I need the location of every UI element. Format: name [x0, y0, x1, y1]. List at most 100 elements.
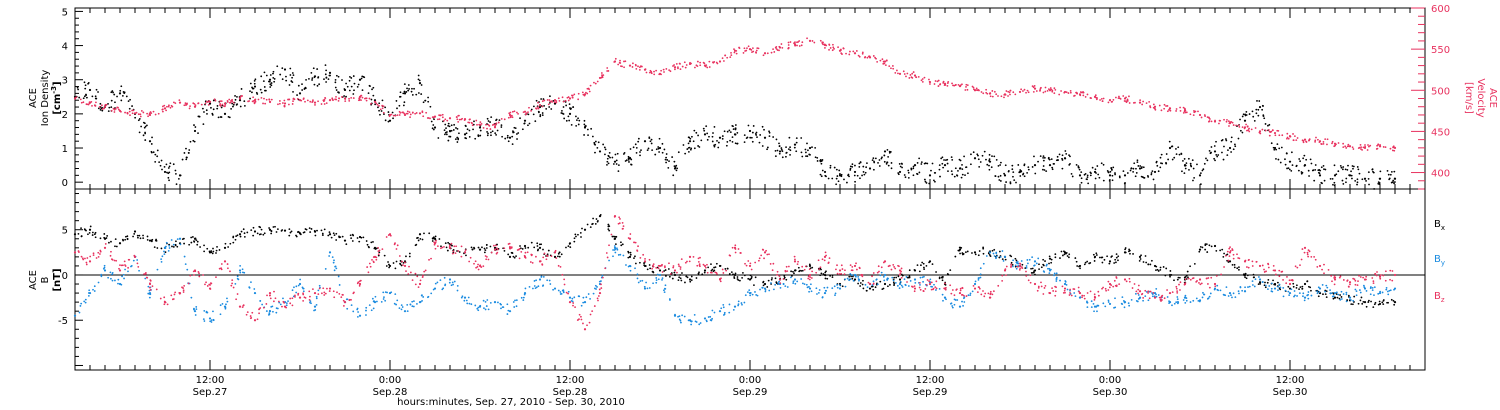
density-point: [561, 109, 563, 112]
bx-point: [771, 277, 773, 279]
density-point: [1273, 146, 1277, 150]
density-point: [232, 103, 235, 106]
by-point: [275, 311, 278, 314]
by-point: [1012, 259, 1014, 262]
density-point: [1378, 177, 1382, 180]
by-point: [985, 255, 988, 257]
density-point: [597, 141, 600, 144]
bx-point: [288, 228, 291, 231]
by-point: [114, 279, 116, 282]
density-point: [118, 92, 122, 95]
bx-point: [1014, 265, 1017, 268]
velocity-point: [1230, 121, 1233, 123]
density-point: [1348, 174, 1352, 177]
density-point: [1386, 169, 1389, 172]
velocity-point: [623, 66, 625, 69]
velocity-point: [1139, 99, 1142, 102]
by-point: [1202, 293, 1205, 296]
bx-point: [714, 266, 717, 269]
velocity-point: [1042, 91, 1045, 94]
bx-point: [1173, 279, 1175, 282]
density-point: [954, 167, 957, 170]
by-point: [559, 291, 562, 293]
density-point: [297, 84, 300, 87]
by-point: [1345, 293, 1348, 296]
bz-point: [159, 297, 162, 300]
by-point: [612, 249, 614, 251]
bz-point: [580, 318, 583, 321]
density-point: [988, 158, 991, 161]
bx-point: [1140, 254, 1142, 257]
bx-point: [850, 275, 853, 278]
bx-point: [330, 236, 333, 239]
velocity-point: [146, 112, 149, 115]
by-point: [176, 238, 179, 241]
by-point: [1288, 294, 1291, 296]
velocity-point: [735, 52, 738, 55]
by-point: [571, 297, 574, 300]
velocity-point: [683, 61, 686, 64]
by-point: [1359, 291, 1362, 294]
bx-point: [227, 246, 230, 248]
bz-point: [526, 251, 529, 254]
bz-point: [403, 264, 407, 268]
top-right-tick-label: 400: [1431, 169, 1450, 180]
bx-point: [671, 277, 674, 280]
bx-point: [1086, 260, 1089, 263]
bx-point: [1115, 256, 1118, 259]
velocity-point: [848, 53, 851, 56]
by-point: [1015, 261, 1018, 264]
bz-point: [118, 269, 122, 272]
density-point: [729, 131, 732, 134]
density-point: [1357, 168, 1360, 171]
top-panel-frame: [74, 7, 1426, 190]
velocity-point: [773, 51, 776, 53]
by-point: [894, 281, 897, 284]
by-point: [639, 280, 642, 282]
bz-point: [99, 250, 102, 253]
by-point: [646, 287, 649, 290]
density-point: [112, 91, 114, 94]
velocity-point: [733, 51, 736, 54]
velocity-point: [116, 106, 119, 109]
density-point: [766, 146, 769, 149]
bx-point: [303, 231, 306, 233]
by-point: [1387, 293, 1390, 296]
density-point: [1257, 108, 1260, 111]
density-point: [941, 162, 944, 165]
velocity-point: [178, 101, 182, 104]
density-point: [411, 94, 414, 96]
by-point: [302, 287, 305, 290]
density-point: [1308, 175, 1310, 177]
density-point: [447, 139, 450, 142]
by-point: [1247, 286, 1249, 288]
density-point: [291, 81, 294, 84]
bx-point: [1287, 285, 1290, 288]
bx-point: [738, 279, 741, 282]
density-point: [464, 125, 467, 128]
velocity-point: [113, 108, 116, 111]
bz-point: [85, 263, 88, 266]
by-point: [1042, 270, 1045, 273]
by-point: [520, 296, 523, 299]
bx-point: [471, 248, 474, 251]
velocity-point: [152, 110, 155, 113]
bx-point: [677, 279, 680, 282]
bx-point: [1392, 299, 1395, 302]
bx-point: [1054, 256, 1057, 259]
velocity-point: [90, 100, 93, 103]
by-point: [1293, 290, 1296, 292]
bz-point: [734, 248, 737, 250]
by-point: [1127, 302, 1130, 305]
bz-point: [133, 255, 137, 258]
by-point: [328, 251, 332, 254]
bx-point: [447, 241, 450, 244]
density-point: [311, 77, 314, 80]
bz-point: [486, 255, 488, 258]
by-point: [904, 283, 907, 286]
density-point: [941, 156, 944, 159]
bz-point: [658, 264, 662, 268]
bz-point: [187, 282, 190, 285]
by-point: [1201, 296, 1204, 299]
velocity-point: [1046, 89, 1049, 92]
